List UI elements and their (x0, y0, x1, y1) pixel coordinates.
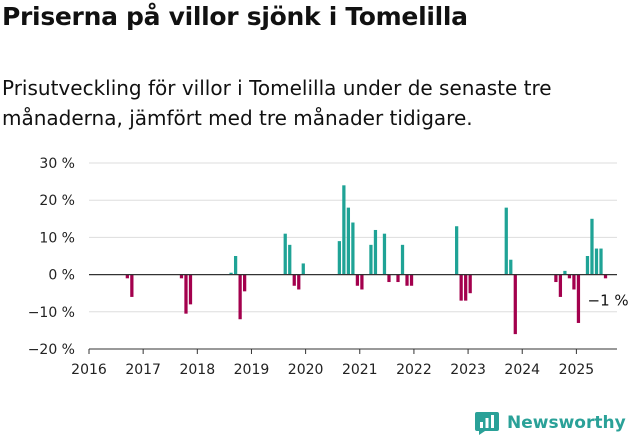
bar (576, 274, 581, 323)
bar (283, 233, 287, 275)
bar (382, 233, 387, 275)
newsworthy-logo-icon (475, 412, 499, 435)
newsworthy-logo-text: Newsworthy (507, 413, 626, 433)
bar (400, 244, 405, 275)
bar (188, 274, 193, 305)
bar (558, 274, 563, 297)
bar (337, 241, 341, 275)
bar (297, 274, 301, 290)
y-tick-label: 20 % (39, 193, 75, 209)
x-tick-label: 2016 (71, 362, 107, 378)
chart-subtitle: Prisutveckling för villor i Tomelilla un… (2, 76, 552, 130)
bar (405, 274, 409, 286)
bar-series (125, 185, 608, 335)
x-tick-label: 2025 (559, 362, 595, 378)
bar (342, 185, 346, 275)
chart-title: Priserna på villor sjönk i Tomelilla (2, 2, 468, 31)
latest-value-label: −1 % (588, 291, 629, 309)
bar (513, 274, 517, 335)
y-tick-label: −20 % (28, 342, 75, 358)
bar (563, 270, 567, 275)
bar (409, 274, 414, 286)
x-tick-label: 2022 (396, 362, 432, 378)
y-tick-label: 10 % (39, 230, 75, 246)
y-tick-label: −10 % (28, 305, 75, 321)
bar-chart: 30 %20 %10 %0 %−10 %−20 % 2016 2017 2018 20… (28, 156, 629, 378)
bar (468, 274, 472, 294)
bar (387, 274, 391, 283)
bar (509, 259, 513, 275)
bar (594, 248, 599, 275)
bar (351, 222, 355, 275)
x-axis: 2016 2017 2018 2019 2020 2021 2022 2023 2024 2025 (71, 348, 617, 378)
bar (455, 226, 459, 275)
bar (396, 274, 400, 283)
x-tick-label: 2020 (288, 362, 324, 378)
bar (238, 274, 242, 320)
bar (603, 274, 608, 279)
bar (346, 207, 351, 275)
bar (184, 274, 188, 314)
bar (125, 274, 129, 279)
x-tick-label: 2021 (342, 362, 378, 378)
bar (355, 274, 360, 286)
bar (585, 256, 590, 275)
x-tick-label: 2019 (234, 362, 270, 378)
y-tick-label: 30 % (39, 156, 75, 172)
bar (233, 256, 238, 275)
bar (130, 274, 134, 297)
bar (179, 274, 184, 279)
bar (243, 274, 247, 292)
bar (464, 274, 468, 301)
x-tick-label: 2018 (179, 362, 215, 378)
bar (292, 274, 296, 286)
bar (554, 274, 558, 283)
bar (599, 248, 603, 275)
bar (229, 272, 233, 275)
bar (590, 218, 594, 275)
bar (288, 244, 292, 275)
bar (369, 244, 373, 275)
x-tick-label: 2023 (450, 362, 486, 378)
x-tick-label: 2017 (125, 362, 161, 378)
bar (459, 274, 463, 301)
x-tick-label: 2024 (504, 362, 540, 378)
bar (373, 229, 378, 275)
newsworthy-logo: Newsworthy (474, 409, 626, 437)
bar (301, 263, 305, 275)
y-axis-ticks: 30 % 20 % 10 % 0 % −10 % −20 % (28, 156, 75, 358)
bar (504, 207, 508, 275)
bar (360, 274, 364, 290)
bar (572, 274, 576, 290)
bar (567, 274, 572, 279)
y-tick-label: 0 % (48, 268, 75, 284)
